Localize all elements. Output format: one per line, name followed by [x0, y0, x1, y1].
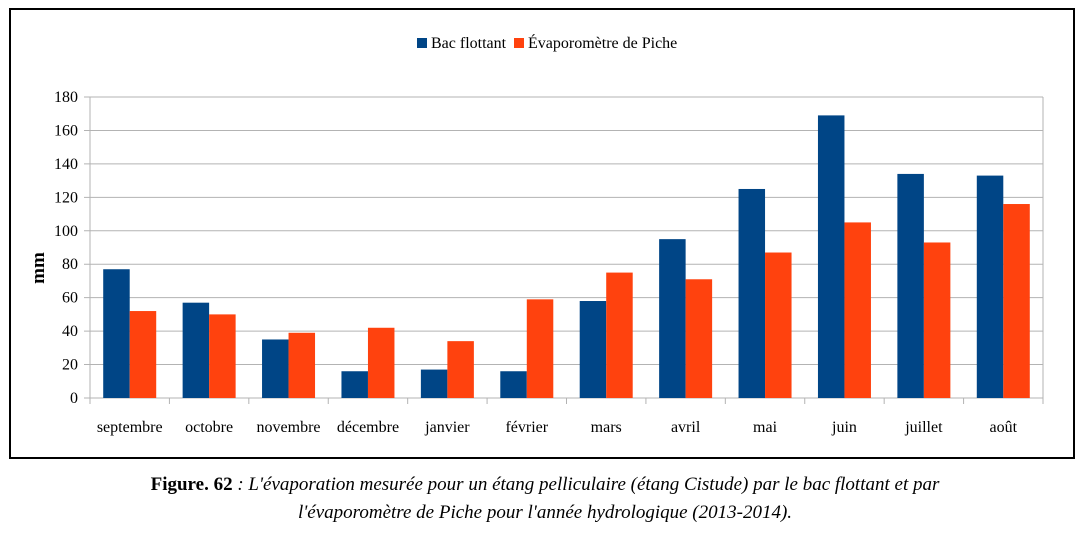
bar-bac-flottant-janvier — [420, 369, 448, 398]
figure-caption-line1: Figure. 62 : L'évaporation mesurée pour … — [0, 474, 1090, 496]
y-tick-label: 60 — [62, 290, 78, 307]
x-tick-label: juin — [831, 419, 857, 436]
bar-evaporometre-novembre — [288, 332, 316, 398]
legend-swatch — [514, 38, 524, 48]
legend: Bac flottant Évaporomètre de Piche — [417, 33, 677, 52]
y-tick-label: 80 — [62, 256, 78, 273]
bar-evaporometre-décembre — [367, 327, 395, 398]
figure-number: Figure. 62 — [150, 474, 233, 495]
chart-frame: 0 20 40 60 80 100 120 140 160 180 septembre octobr… — [9, 8, 1075, 459]
bar-evaporometre-mars — [606, 272, 633, 398]
legend-label: Évaporomètre de Piche — [528, 33, 677, 52]
bar-evaporometre-février — [526, 299, 554, 398]
bar-bac-flottant-octobre — [182, 302, 210, 398]
bar-bac-flottant-juillet — [897, 173, 924, 398]
x-tick-label: janvier — [424, 419, 470, 436]
x-tick-label: août — [990, 419, 1018, 436]
bar-bac-flottant-novembre — [262, 339, 289, 398]
x-tick-label: novembre — [257, 419, 321, 436]
bar-evaporometre-mai — [765, 252, 792, 398]
legend-label: Bac flottant — [431, 35, 507, 52]
bar-evaporometre-avril — [685, 279, 713, 398]
x-axis-ticks: septembre octobre novembre décembre janvier f… — [89, 398, 1044, 436]
grid-lines — [84, 96, 1044, 404]
x-tick-label: mai — [753, 419, 778, 436]
bar-evaporometre-septembre — [129, 311, 157, 398]
y-tick-label: 140 — [54, 156, 78, 173]
caption-text-2: l'évaporomètre de Piche pour l'année hyd… — [297, 502, 793, 523]
caption-text-1: : L'évaporation mesurée pour un étang pe… — [232, 474, 940, 495]
x-tick-label: septembre — [97, 419, 163, 436]
bar-evaporometre-août — [1003, 204, 1030, 398]
bar-evaporometre-janvier — [447, 341, 474, 398]
y-axis-label: mm — [28, 252, 49, 284]
bar-evaporometre-juillet — [923, 242, 951, 398]
bar-bac-flottant-février — [500, 371, 527, 398]
bar-evaporometre-octobre — [209, 314, 236, 398]
bars — [103, 115, 1030, 399]
y-axis-ticks: 0 20 40 60 80 100 120 140 160 180 — [54, 89, 78, 407]
y-tick-label: 180 — [54, 89, 78, 106]
y-tick-label: 160 — [54, 122, 78, 139]
bar-bac-flottant-septembre — [103, 269, 130, 398]
y-tick-label: 0 — [70, 390, 78, 407]
y-tick-label: 120 — [54, 189, 78, 206]
bar-bac-flottant-août — [976, 175, 1004, 398]
x-tick-label: décembre — [337, 419, 399, 436]
x-tick-label: juillet — [904, 419, 943, 436]
y-tick-label: 40 — [62, 323, 78, 340]
figure-caption-line2: l'évaporomètre de Piche pour l'année hyd… — [0, 502, 1090, 524]
y-tick-label: 100 — [54, 223, 78, 240]
x-tick-label: février — [505, 419, 548, 436]
bar-bac-flottant-juin — [817, 115, 845, 399]
bar-chart: 0 20 40 60 80 100 120 140 160 180 septembre octobr… — [28, 33, 1044, 436]
bar-bac-flottant-avril — [659, 239, 686, 398]
x-tick-label: mars — [591, 419, 622, 436]
bar-bac-flottant-décembre — [341, 371, 368, 398]
legend-swatch — [417, 38, 427, 48]
x-tick-label: avril — [671, 419, 701, 436]
bar-bac-flottant-mai — [738, 188, 766, 398]
y-tick-label: 20 — [62, 357, 78, 374]
bar-evaporometre-juin — [844, 222, 871, 398]
bar-bac-flottant-mars — [579, 301, 607, 398]
x-tick-label: octobre — [185, 419, 233, 436]
